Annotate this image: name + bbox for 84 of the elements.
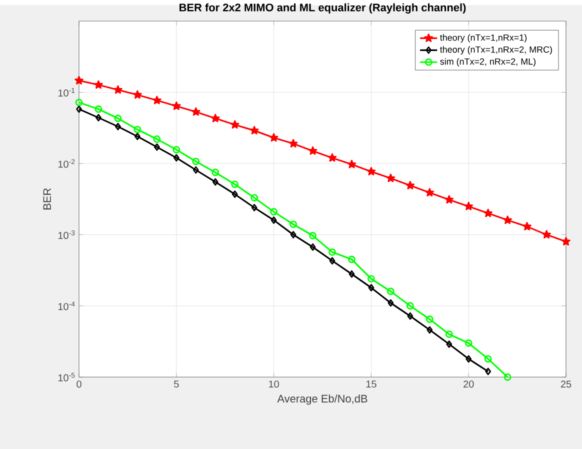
x-tick-label: 25 [560,380,572,388]
point [446,340,452,348]
point [348,256,356,264]
point [406,302,414,310]
point [328,248,336,256]
point [212,178,218,186]
point [445,330,453,338]
point [329,257,336,264]
legend-label: theory (nTx=1,nRx=1) [440,34,527,42]
y-tick-label: 10$^{-1}$ [58,88,75,97]
x-tick-label: 5 [174,380,179,388]
point [74,76,84,84]
y-tick-label: 10$^{-2}$ [58,159,75,168]
point [386,288,394,296]
point [386,174,396,182]
point [484,208,492,218]
point [115,122,121,130]
point [270,216,277,224]
point [562,236,570,246]
point [250,194,258,202]
y-tick-label: 10$^{-4}$ [58,302,75,310]
point [444,195,454,204]
point [232,190,238,198]
point [503,216,512,224]
point [134,126,142,134]
point [114,85,122,94]
point [134,132,140,140]
point [309,232,316,240]
y-tick-label: 10$^{-3}$ [58,230,75,239]
point [366,166,376,176]
point [173,154,180,162]
x-tick-label: 10 [269,380,279,388]
x-tick-label: 15 [366,380,376,388]
point [484,355,492,363]
point [464,339,472,347]
x-tick-label: 20 [464,380,474,388]
point [290,230,296,238]
point [347,160,356,168]
point [210,114,220,122]
point [368,275,375,282]
point [172,101,181,110]
point [426,326,433,334]
point [153,135,161,143]
point [212,168,220,176]
point [154,143,160,151]
legend-label: theory (nTx=1,nRx=2, MRC) [440,46,552,54]
point [114,114,122,122]
point [388,299,394,307]
point [542,230,551,239]
legend-label: sim (nTx=2, nRx=2, ML) [440,58,536,66]
chart-title: BER for 2x2 MIMO and ML equalizer (Rayleigh channel) [180,3,466,14]
point [96,114,102,122]
point [406,180,415,190]
point [328,153,337,162]
x-tick-label: 0 [76,380,82,388]
point [270,208,278,216]
point [308,146,318,155]
point [133,90,142,99]
point [466,355,472,363]
point [192,166,199,174]
point [288,139,298,148]
point [425,188,434,196]
point [348,270,355,278]
point [522,222,532,230]
point [231,180,239,188]
point [310,243,316,251]
point [191,107,200,116]
point [192,158,200,166]
x-axis-title: Average Eb/No,dB [277,394,368,405]
point [152,96,162,104]
point [94,80,103,89]
point [464,202,474,210]
point [290,220,297,228]
point [250,126,259,134]
y-tick-label: 10$^{-5}$ [58,372,75,382]
point [368,284,374,292]
point [94,105,102,113]
point [426,315,434,323]
y-axis-title: BER [43,188,51,210]
point [407,312,414,320]
point [269,133,278,142]
point [251,204,258,212]
point [172,146,180,154]
point [230,120,240,129]
